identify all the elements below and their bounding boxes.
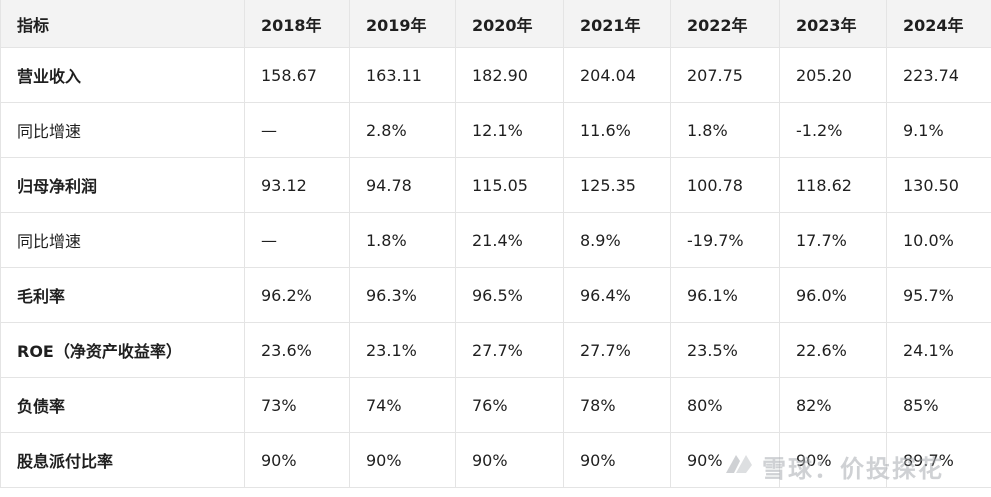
table-cell: 158.67	[244, 47, 350, 103]
table-cell: 204.04	[563, 47, 671, 103]
header-year: 2020年	[455, 0, 564, 48]
header-year: 2022年	[670, 0, 780, 48]
table-cell: 93.12	[244, 157, 350, 213]
table-cell: 22.6%	[779, 322, 887, 378]
table-cell: 94.78	[349, 157, 456, 213]
table-cell: 90%	[563, 432, 671, 488]
table-cell: 11.6%	[563, 102, 671, 158]
table-row: 同比增速 —1.8% 21.4% 8.9% -19.7% 17.7% 10.0%	[0, 212, 991, 268]
table-cell: 78%	[563, 377, 671, 433]
table-cell: 95.7%	[886, 267, 991, 323]
header-year: 2023年	[779, 0, 887, 48]
row-label: 毛利率	[0, 267, 245, 323]
table-cell: 163.11	[349, 47, 456, 103]
table-cell: 23.6%	[244, 322, 350, 378]
table-cell: 1.8%	[349, 212, 456, 268]
table-cell: 10.0%	[886, 212, 991, 268]
table-row: 营业收入 158.67 163.11 182.90 204.04 207.75 205.20…	[0, 47, 991, 103]
header-year: 2019年	[349, 0, 456, 48]
table-cell: 90%	[244, 432, 350, 488]
table-cell: 82%	[779, 377, 887, 433]
header-year: 2024年	[886, 0, 991, 48]
table-cell: 76%	[455, 377, 564, 433]
row-label: 归母净利润	[0, 157, 245, 213]
table-cell: 12.1%	[455, 102, 564, 158]
table-cell: 96.0%	[779, 267, 887, 323]
table-row: 股息派付比率 90% 90% 90% 90% 90% 90% 89.7%	[0, 432, 991, 488]
table-cell: 24.1%	[886, 322, 991, 378]
table-row: 归母净利润 93.12 94.78 115.05 125.35 100.78 118.62 1…	[0, 157, 991, 213]
table-row: 负债率 73% 74% 76% 78% 80% 82% 85%	[0, 377, 991, 433]
table-row: 同比增速 —2.8% 12.1% 11.6% 1.8% -1.2% 9.1%	[0, 102, 991, 158]
table-cell: 115.05	[455, 157, 564, 213]
table-cell: 27.7%	[563, 322, 671, 378]
table-cell: 74%	[349, 377, 456, 433]
table-cell: 27.7%	[455, 322, 564, 378]
table-cell: -19.7%	[670, 212, 780, 268]
row-label: 营业收入	[0, 47, 245, 103]
table-cell: 96.3%	[349, 267, 456, 323]
table-cell: 1.8%	[670, 102, 780, 158]
table-cell: 23.5%	[670, 322, 780, 378]
table-cell: 23.1%	[349, 322, 456, 378]
header-year: 2021年	[563, 0, 671, 48]
table-header-row: 指标 2018年 2019年 2020年 2021年 2022年 2023年 2…	[0, 0, 991, 48]
table-cell: 90%	[455, 432, 564, 488]
table-cell: 96.2%	[244, 267, 350, 323]
table-cell: 125.35	[563, 157, 671, 213]
table-cell: 17.7%	[779, 212, 887, 268]
table-cell: 21.4%	[455, 212, 564, 268]
row-label: ROE（净资产收益率）	[0, 322, 245, 378]
table-cell: 118.62	[779, 157, 887, 213]
table-cell: 90%	[779, 432, 887, 488]
row-label: 同比增速	[0, 212, 245, 268]
header-year: 2018年	[244, 0, 350, 48]
table-cell: 80%	[670, 377, 780, 433]
table-cell: 223.74	[886, 47, 991, 103]
table-cell: -1.2%	[779, 102, 887, 158]
table-cell: 90%	[670, 432, 780, 488]
table-cell: 85%	[886, 377, 991, 433]
row-label: 负债率	[0, 377, 245, 433]
table-cell: 8.9%	[563, 212, 671, 268]
table-cell: 89.7%	[886, 432, 991, 488]
row-label: 股息派付比率	[0, 432, 245, 488]
table-row: 毛利率 96.2% 96.3% 96.5% 96.4% 96.1% 96.0% 95.7%	[0, 267, 991, 323]
table-cell: 96.4%	[563, 267, 671, 323]
table-cell: 96.1%	[670, 267, 780, 323]
table-cell: 90%	[349, 432, 456, 488]
table-cell: 182.90	[455, 47, 564, 103]
table-cell: —	[244, 102, 350, 158]
table-row: ROE（净资产收益率） 23.6% 23.1% 27.7% 27.7% 23.5% 22.6…	[0, 322, 991, 378]
table-cell: —	[244, 212, 350, 268]
table-cell: 2.8%	[349, 102, 456, 158]
table-cell: 73%	[244, 377, 350, 433]
table-cell: 207.75	[670, 47, 780, 103]
row-label: 同比增速	[0, 102, 245, 158]
table-cell: 130.50	[886, 157, 991, 213]
table-cell: 96.5%	[455, 267, 564, 323]
table-cell: 9.1%	[886, 102, 991, 158]
table-cell: 100.78	[670, 157, 780, 213]
table-cell: 205.20	[779, 47, 887, 103]
header-metric: 指标	[0, 0, 245, 48]
